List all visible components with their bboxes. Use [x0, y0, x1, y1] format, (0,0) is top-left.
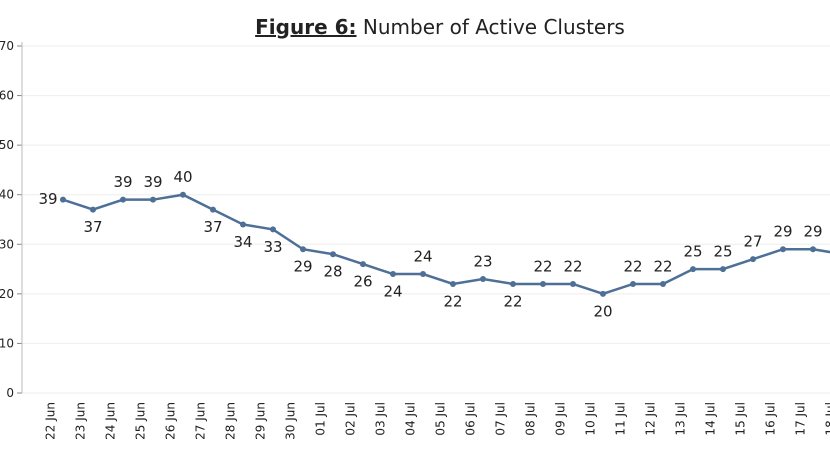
value-label: 24: [383, 283, 402, 301]
x-tick-label: 15 Jul: [734, 402, 748, 436]
point: [270, 226, 276, 233]
chart-title: Number of Active Clusters: [363, 15, 625, 39]
point: [480, 275, 486, 282]
value-label: 22: [503, 292, 522, 310]
point: [600, 290, 606, 297]
x-tick-label: 13 Jul: [674, 402, 688, 436]
value-label: 34: [233, 233, 252, 251]
point: [390, 271, 396, 278]
y-tick-label: 70: [0, 39, 14, 53]
x-tick-label: 09 Jul: [554, 402, 568, 436]
point: [120, 196, 126, 203]
x-tick-label: 27 Jun: [194, 402, 208, 440]
y-tick-label: 0: [6, 386, 14, 400]
x-tick-label: 07 Jul: [494, 402, 508, 436]
x-tick-label: 26 Jun: [164, 402, 178, 440]
value-label: 39: [113, 173, 132, 191]
value-label: 29: [293, 258, 312, 276]
point: [750, 256, 756, 263]
x-tick-label: 06 Jul: [464, 402, 478, 436]
x-tick-label: 03 Jul: [374, 402, 388, 436]
value-label: 27: [743, 233, 762, 251]
point: [450, 280, 456, 287]
point: [720, 266, 726, 273]
value-label: 39: [38, 190, 57, 208]
point: [630, 280, 636, 287]
point: [810, 246, 816, 253]
point: [690, 266, 696, 273]
x-tick-label: 14 Jul: [704, 402, 718, 436]
x-tick-label: 25 Jun: [134, 402, 148, 440]
y-tick-label: 10: [0, 336, 14, 350]
x-tick-label: 30 Jun: [284, 402, 298, 440]
point: [210, 206, 216, 213]
x-tick-label: 01 Jul: [314, 402, 328, 436]
value-label: 28: [323, 263, 342, 281]
value-label: 33: [263, 238, 282, 256]
x-tick-label: 04 Jul: [404, 402, 418, 436]
value-label: 39: [143, 173, 162, 191]
value-label: 22: [563, 257, 582, 275]
point: [60, 196, 66, 203]
chart-title-group: Figure 6: Number of Active Clusters: [255, 15, 625, 39]
value-label: 26: [353, 273, 372, 291]
title-prefix: Figure 6:: [255, 15, 356, 39]
x-tick-label: 24 Jun: [104, 402, 118, 440]
x-tick-label: 23 Jun: [74, 402, 88, 440]
x-tick-label: 28 Jun: [224, 402, 238, 440]
value-label: 22: [623, 257, 642, 275]
value-label: 25: [683, 243, 702, 261]
x-tick-label: 08 Jul: [524, 402, 538, 436]
value-label: 37: [83, 218, 102, 236]
value-label: 22: [443, 292, 462, 310]
point: [780, 246, 786, 253]
x-tick-label: 17 Jul: [794, 402, 808, 436]
point: [660, 280, 666, 287]
x-tick-label: 16 Jul: [764, 402, 778, 436]
x-tick-label: 10 Jul: [584, 402, 598, 436]
point: [180, 191, 186, 198]
point: [360, 261, 366, 268]
value-label: 23: [473, 252, 492, 270]
point: [540, 280, 546, 287]
value-label: 25: [713, 243, 732, 261]
value-label: 29: [773, 223, 792, 241]
value-label: 37: [203, 218, 222, 236]
x-tick-label: 29 Jun: [254, 402, 268, 440]
point: [510, 280, 516, 287]
y-tick-label: 30: [0, 237, 14, 251]
y-tick-label: 50: [0, 138, 14, 152]
x-tick-label: 12 Jul: [644, 402, 658, 436]
point: [570, 280, 576, 287]
value-label: 40: [173, 168, 192, 186]
value-label: 22: [653, 257, 672, 275]
value-label: 20: [593, 302, 612, 320]
value-label: 22: [533, 257, 552, 275]
y-tick-label: 20: [0, 287, 14, 301]
x-tick-label: 22 Jun: [44, 402, 58, 440]
point: [300, 246, 306, 253]
value-label: 29: [803, 223, 822, 241]
point: [420, 271, 426, 278]
value-label: 24: [413, 248, 432, 266]
point: [330, 251, 336, 258]
x-tick-label: 11 Jul: [614, 402, 628, 436]
point: [90, 206, 96, 213]
point: [240, 221, 246, 228]
y-tick-label: 60: [0, 89, 14, 103]
x-tick-label: 05 Jul: [434, 402, 448, 436]
x-tick-label: 18 Jul: [824, 402, 830, 436]
x-tick-label: 02 Jul: [344, 402, 358, 436]
y-tick-label: 40: [0, 188, 14, 202]
point: [150, 196, 156, 203]
